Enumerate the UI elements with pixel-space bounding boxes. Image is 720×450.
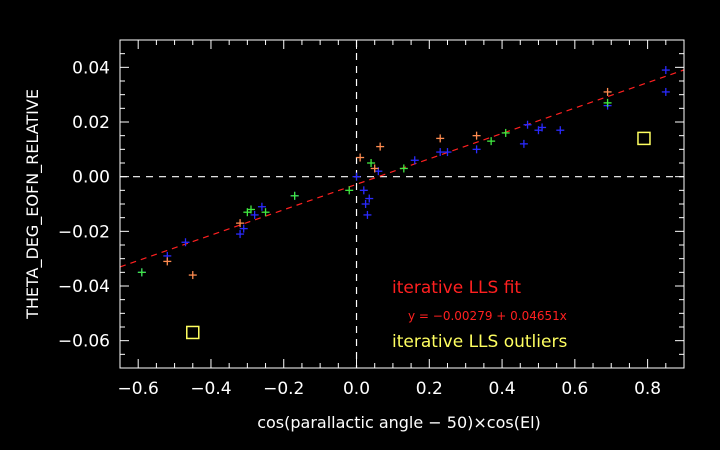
data-point [523,120,532,129]
fit-equation: y = −0.00279 + 0.04651x [408,309,567,323]
data-point [137,268,146,277]
data-points [137,66,670,280]
data-point [261,208,270,217]
data-point [501,128,510,137]
axis-ticks: −0.6 −0.4 −0.2 0.0 0.2 0.4 0.6 0.8 −0.06 −0.04 −0.… [58,39,685,399]
x-tick-label: 0.8 [634,379,661,399]
data-point [443,148,452,157]
x-tick-label: 0.0 [343,379,370,399]
data-point [345,186,354,195]
data-point [410,156,419,165]
data-point [365,194,374,203]
data-point [519,139,528,148]
data-point [472,131,481,140]
data-point [556,126,565,135]
data-point [250,210,259,219]
data-point [361,200,370,208]
data-point [290,191,299,200]
data-point [661,87,670,96]
data-point [239,224,248,233]
outlier-marker [637,131,651,146]
y-tick-label: −0.06 [58,332,110,352]
y-tick-label: −0.04 [58,277,110,297]
data-point [363,210,372,219]
x-tick-label: 0.6 [561,379,588,399]
data-point [661,66,670,75]
data-point [236,219,245,228]
y-tick-label: 0.00 [72,168,110,188]
data-point [257,202,266,211]
x-tick-label: −0.2 [263,379,304,399]
data-point [163,257,172,266]
data-point [356,153,365,162]
outlier-markers [186,131,651,340]
data-point [376,142,385,151]
data-point [246,205,255,214]
y-tick-label: −0.02 [58,222,110,242]
data-point [436,134,445,143]
data-point [352,172,361,181]
data-point [359,186,368,195]
data-point [188,271,197,280]
x-tick-label: 0.4 [489,379,516,399]
data-point [538,123,547,132]
data-point [487,137,496,146]
reference-lines [120,40,684,368]
x-tick-label: −0.6 [118,379,159,399]
data-point [367,159,376,167]
y-tick-label: 0.02 [72,113,110,133]
data-point [472,145,481,154]
outliers-label: iterative LLS outliers [392,332,567,352]
y-tick-label: 0.04 [72,58,110,78]
data-point [436,148,445,157]
data-point [603,87,612,96]
x-tick-label: −0.4 [190,379,231,399]
data-point [603,98,612,107]
x-axis-label: cos(parallactic angle − 50)×cos(El) [257,413,541,432]
data-point [399,164,408,173]
data-point [181,238,190,247]
y-axis-label: THETA_DEG_EOFN_RELATIVE [23,89,43,320]
data-point [236,230,245,239]
outlier-marker [186,325,200,340]
data-point [370,164,379,173]
fit-label: iterative LLS fit [392,278,521,298]
x-tick-label: 0.2 [416,379,443,399]
